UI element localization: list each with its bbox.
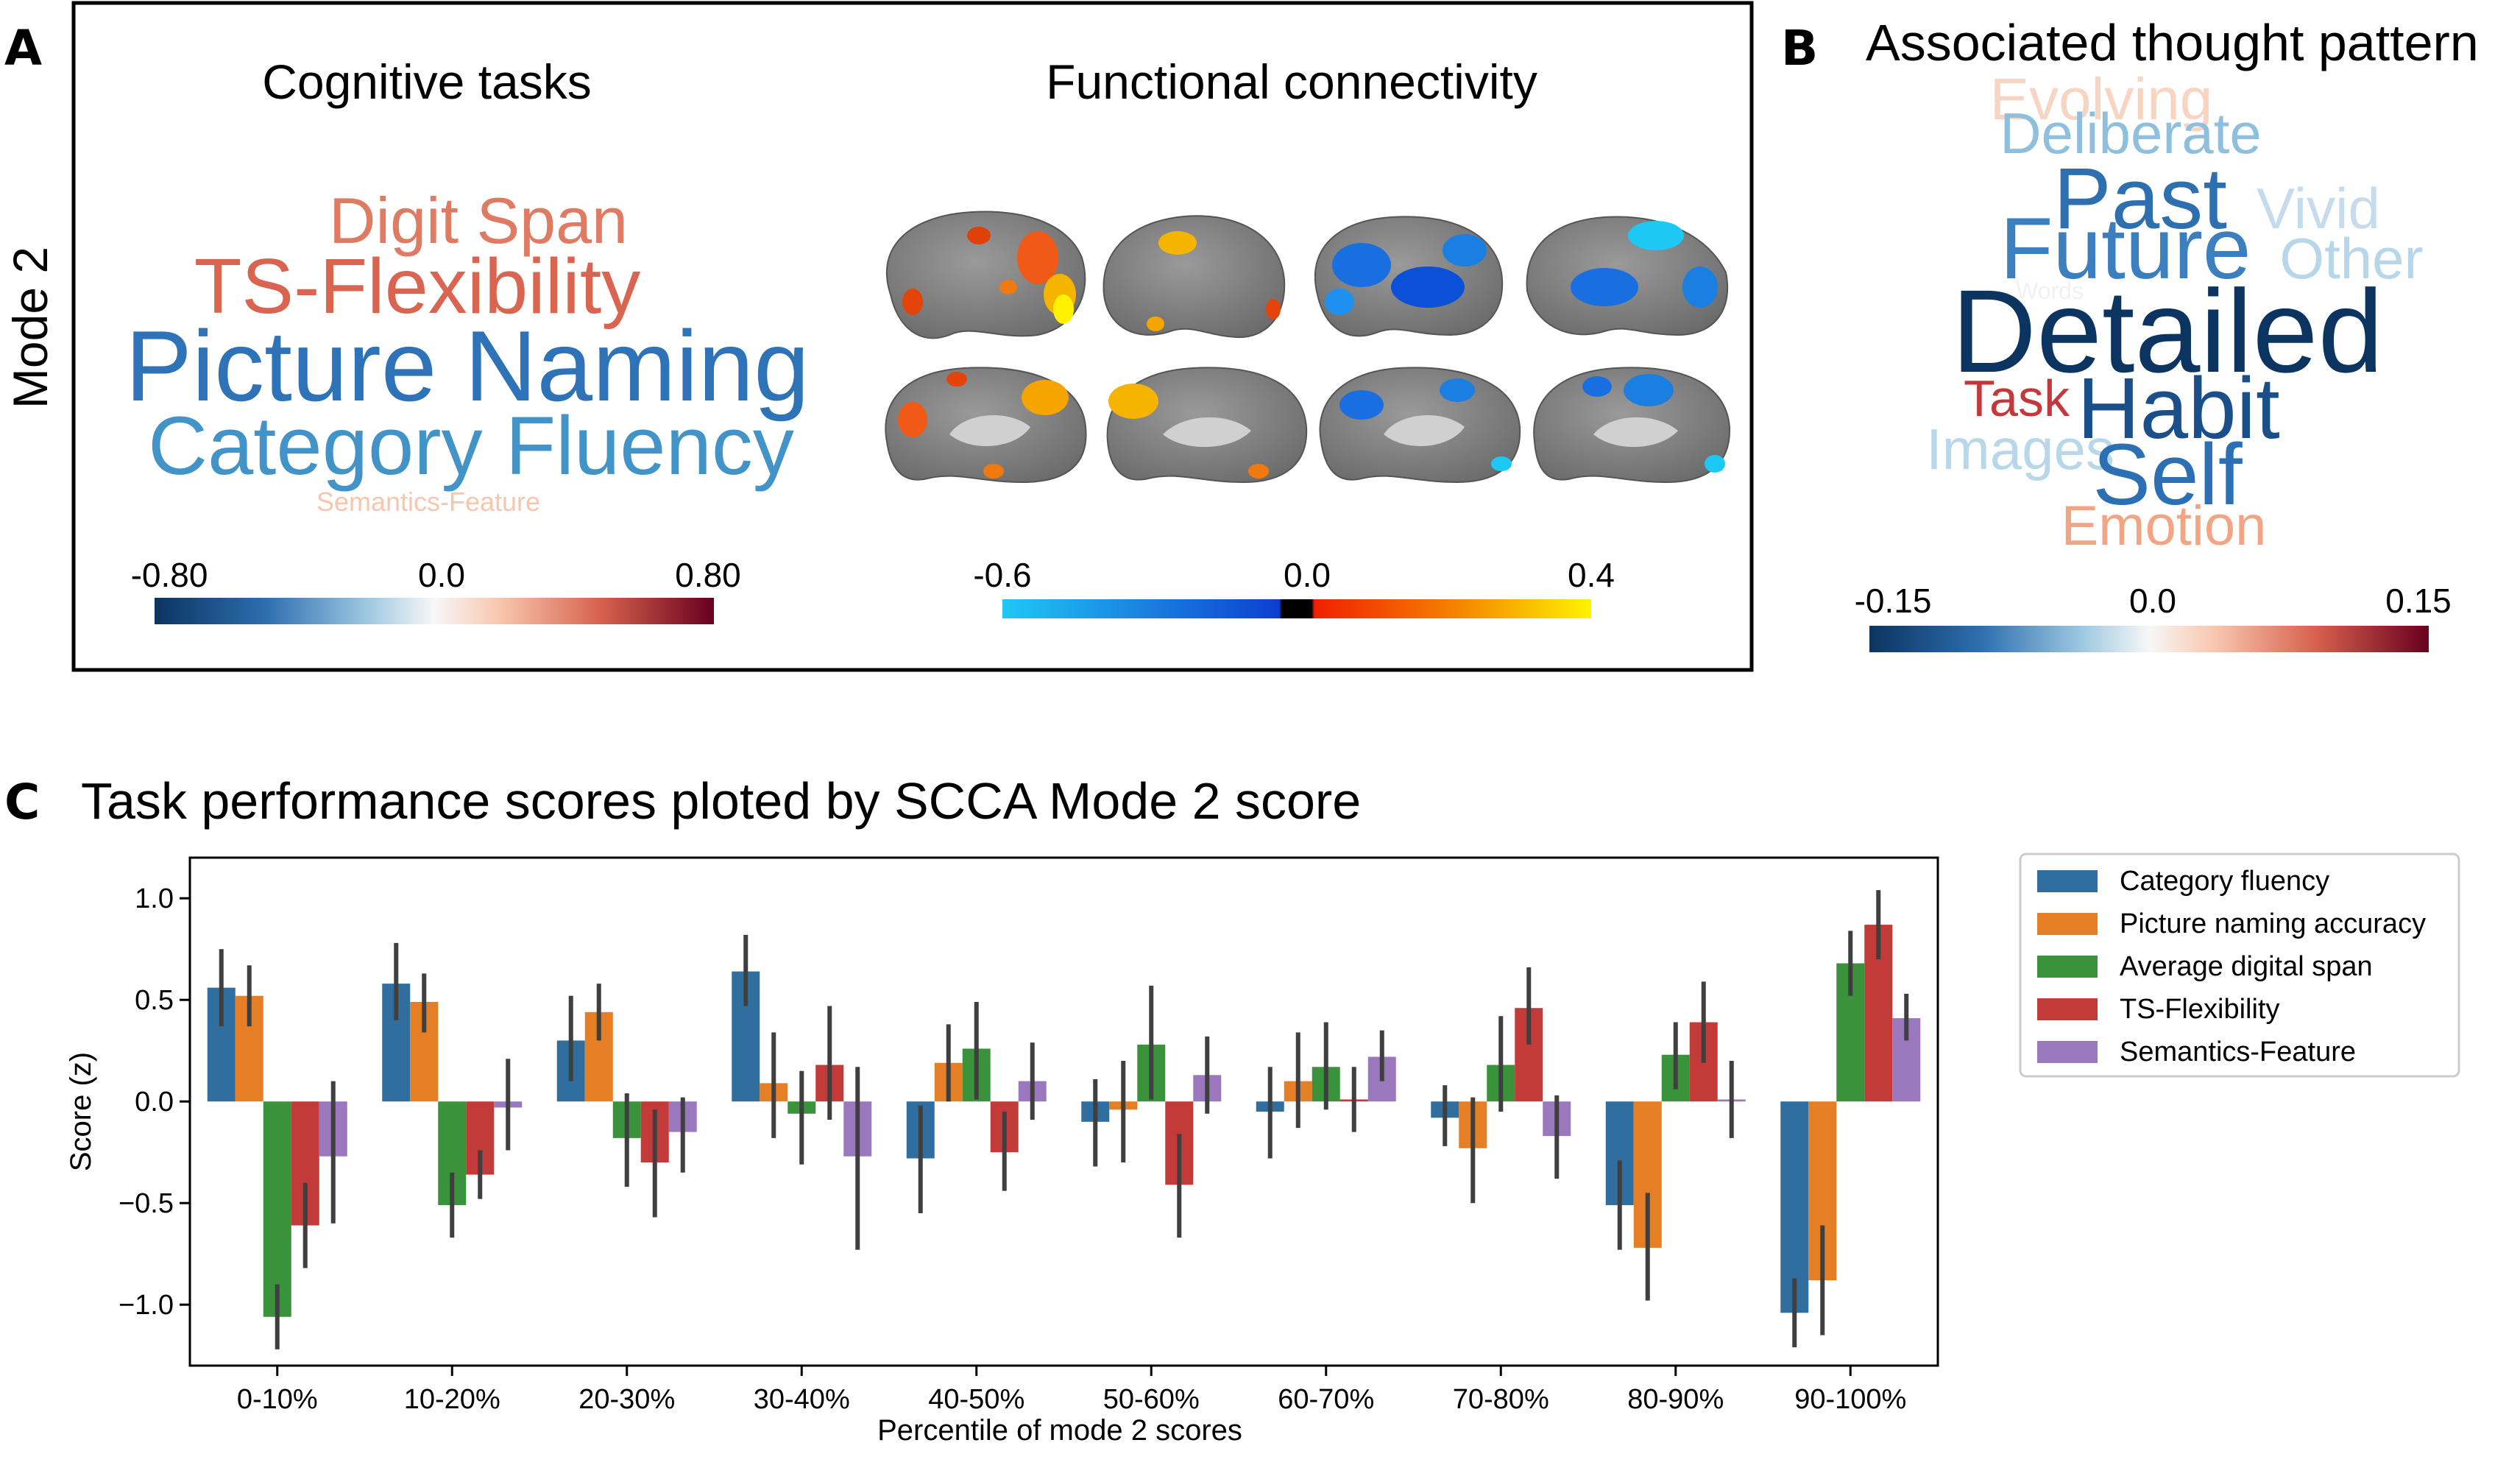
bar-chart: 1.0 0.5 0.0 −0.5 −1.0 0-10% 10-20% 20-30% 30-40…	[65, 856, 1939, 1447]
thought-word-cloud: Evolving Deliberate Past Vivid Future Ot…	[1926, 66, 2423, 557]
legend-label: Picture naming accuracy	[2120, 908, 2426, 939]
x-axis: 0-10% 10-20% 20-30% 30-40% 40-50% 50-60% 60-70…	[237, 1366, 1906, 1415]
task-colorbar: -0.80 0.0 0.80	[131, 556, 741, 624]
thought-word: Words	[2016, 278, 2084, 304]
x-tick-label: 0-10%	[237, 1384, 318, 1415]
panel-c-title: Task performance scores ploted by SCCA M…	[81, 772, 1361, 830]
thought-word: Future	[2000, 200, 2251, 297]
brain-medial-right-negative	[1533, 367, 1731, 484]
task-word: Category Fluency	[148, 400, 794, 492]
task-word: TS-Flexibility	[194, 243, 641, 330]
legend-swatch	[2037, 913, 2098, 935]
x-tick-label: 70-80%	[1453, 1384, 1549, 1415]
x-tick-label: 10-20%	[404, 1384, 500, 1415]
x-tick-label: 20-30%	[578, 1384, 675, 1415]
task-colorbar-gradient	[155, 598, 714, 624]
thought-colorbar-max: 0.15	[2385, 582, 2452, 620]
panel-c: C Task performance scores ploted by SCCA…	[4, 772, 2460, 1447]
y-tick-label: 1.0	[135, 883, 174, 914]
y-axis: 1.0 0.5 0.0 −0.5 −1.0	[118, 883, 190, 1321]
bar	[263, 1101, 291, 1317]
fc-colorbar-max: 0.4	[1568, 556, 1615, 594]
bar	[1780, 1101, 1809, 1313]
fc-title: Functional connectivity	[1046, 54, 1537, 109]
x-tick-label: 40-50%	[928, 1384, 1024, 1415]
panel-c-letter: C	[4, 774, 40, 830]
legend-frame	[2019, 853, 2460, 1078]
x-tick-label: 90-100%	[1794, 1384, 1906, 1415]
brain-medial-right-positive	[1106, 367, 1308, 484]
panel-b-letter: B	[1781, 20, 1818, 77]
task-word: Semantics-Feature	[316, 487, 540, 517]
legend-swatch	[2037, 870, 2098, 892]
legend-swatch	[2037, 1041, 2098, 1063]
legend-label: Category fluency	[2120, 866, 2329, 897]
fc-colorbar-gradient	[1002, 599, 1591, 618]
task-colorbar-max: 0.80	[675, 556, 741, 594]
brain-medial-left-positive	[885, 367, 1087, 484]
thought-word: Task	[1964, 370, 2070, 427]
thought-colorbar-mid: 0.0	[2129, 582, 2176, 620]
brain-medial-left-negative	[1319, 367, 1521, 484]
legend-swatch	[2037, 956, 2098, 978]
brain-lateral-right-positive	[1102, 215, 1286, 339]
thought-word: Self	[2092, 426, 2243, 523]
panel-b: B Associated thought pattern Evolving De…	[1781, 14, 2479, 652]
thought-word: Emotion	[2061, 495, 2267, 557]
x-axis-label: Percentile of mode 2 scores	[877, 1414, 1242, 1447]
brain-lateral-right-negative	[1526, 216, 1729, 336]
thought-word: Deliberate	[2000, 101, 2262, 166]
brain-lateral-left-negative	[1314, 216, 1504, 337]
fc-colorbar-min: -0.6	[973, 556, 1031, 594]
panel-b-title: Associated thought pattern	[1866, 14, 2479, 71]
thought-word: Images	[1926, 417, 2114, 481]
thought-colorbar: -0.15 0.0 0.15	[1855, 582, 2452, 652]
x-tick-label: 80-90%	[1627, 1384, 1724, 1415]
thought-word: Evolving	[1990, 66, 2212, 132]
thought-colorbar-min: -0.15	[1855, 582, 1932, 620]
thought-word: Detailed	[1951, 265, 2383, 397]
brain-renders	[885, 211, 1731, 484]
task-colorbar-min: -0.80	[131, 556, 208, 594]
tasks-title: Cognitive tasks	[262, 54, 592, 109]
y-tick-label: −0.5	[118, 1188, 174, 1219]
task-word-cloud: Digit Span TS-Flexibility Picture Naming…	[125, 184, 810, 517]
x-tick-label: 30-40%	[754, 1384, 850, 1415]
legend-label: TS-Flexibility	[2120, 994, 2279, 1025]
task-word: Digit Span	[329, 184, 628, 257]
x-tick-label: 50-60%	[1103, 1384, 1200, 1415]
y-tick-label: −1.0	[118, 1290, 174, 1321]
y-axis-label: Score (z)	[65, 1052, 97, 1171]
thought-word: Other	[2279, 226, 2423, 291]
fc-colorbar: -0.6 0.0 0.4	[973, 556, 1615, 618]
thought-word: Habit	[2077, 360, 2279, 457]
panel-a: A Mode 2 Cognitive tasks Functional conn…	[3, 1, 1754, 672]
thought-word: Past	[2053, 150, 2227, 247]
legend-label: Semantics-Feature	[2120, 1037, 2356, 1067]
panel-a-letter: A	[4, 20, 42, 77]
mode-label: Mode 2	[3, 247, 57, 409]
task-colorbar-mid: 0.0	[418, 556, 465, 594]
brain-lateral-left-positive	[886, 211, 1086, 339]
task-word: Picture Naming	[125, 310, 810, 422]
error-bar-group	[219, 890, 1909, 1349]
legend-swatch	[2037, 998, 2098, 1020]
x-tick-label: 60-70%	[1278, 1384, 1374, 1415]
y-tick-label: 0.0	[135, 1087, 174, 1118]
thought-colorbar-gradient	[1869, 626, 2429, 652]
legend-label: Average digital span	[2120, 951, 2373, 982]
fc-colorbar-mid: 0.0	[1284, 556, 1331, 594]
y-tick-label: 0.5	[135, 985, 174, 1016]
panel-a-frame	[71, 1, 1754, 672]
chart-legend: Category fluency Picture naming accuracy A…	[2019, 853, 2460, 1078]
thought-word: Vivid	[2257, 176, 2380, 241]
